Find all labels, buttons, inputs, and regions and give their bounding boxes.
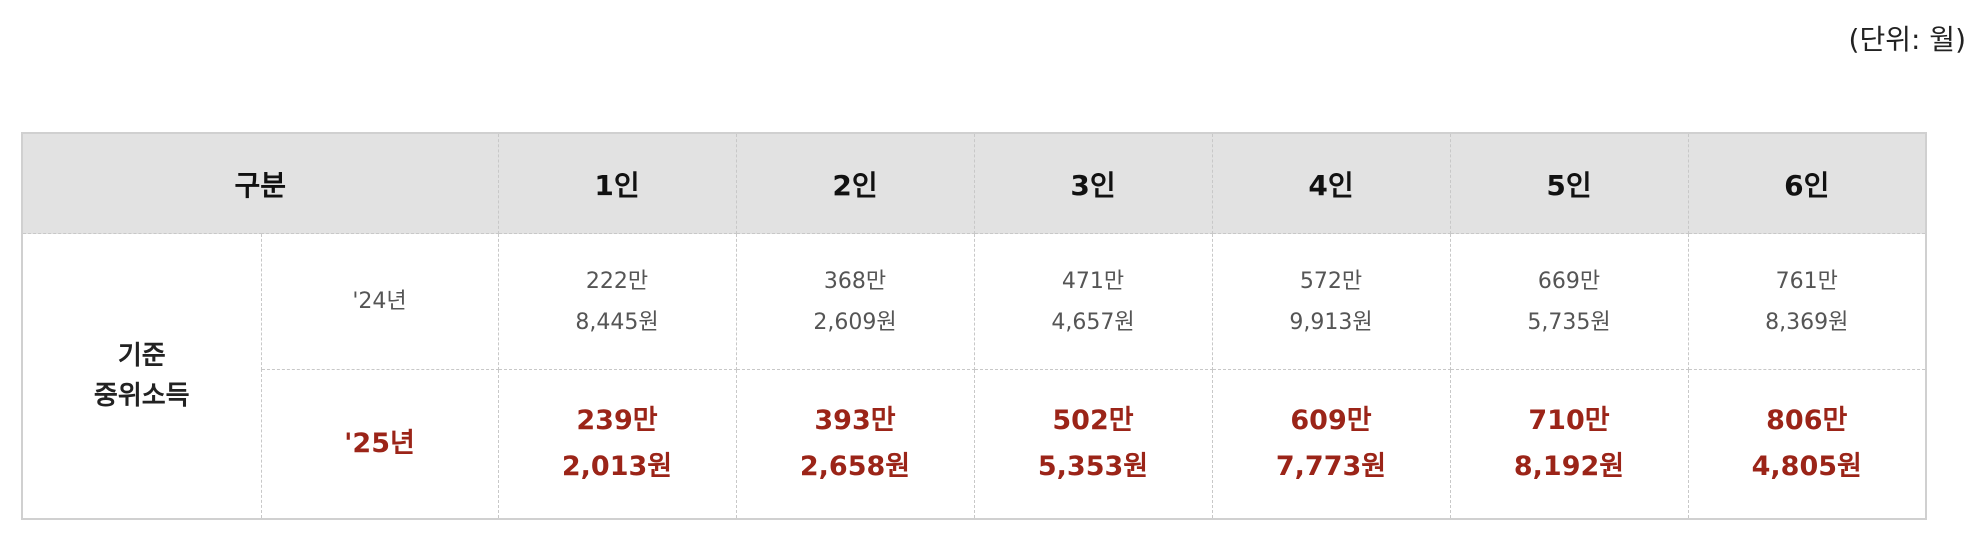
value-man: 393만	[814, 405, 896, 436]
label-line2: 중위소득	[93, 381, 190, 411]
label-line1: 기준	[117, 341, 166, 371]
value-cell: 368만 2,609원	[735, 233, 975, 370]
value-man: 761만	[1775, 268, 1838, 294]
year-cell: '25년	[260, 369, 499, 520]
value-man: 669만	[1537, 268, 1601, 294]
value-won: 8,192원	[1513, 451, 1625, 482]
value-man: 572만	[1299, 268, 1363, 294]
value-cell: 669만 5,735원	[1449, 233, 1689, 370]
value-man: 222만	[585, 268, 649, 294]
value-won: 2,658원	[799, 451, 911, 482]
value-won: 8,445원	[575, 309, 659, 335]
header-col: 1인	[497, 132, 737, 234]
header-col: 4인	[1211, 132, 1451, 234]
value-won: 4,805원	[1751, 451, 1862, 482]
value-cell: 761만 8,369원	[1687, 233, 1927, 370]
value-won: 5,353원	[1037, 451, 1149, 482]
value-cell: 222만 8,445원	[497, 233, 737, 370]
median-income-table: 구분 1인 2인 3인 4인 5인 6인 기준 중위소득 '24년 222만 8,445…	[21, 132, 1927, 520]
value-cell: 471만 4,657원	[973, 233, 1213, 370]
value-cell: 572만 9,913원	[1211, 233, 1451, 370]
value-won: 5,735원	[1527, 309, 1611, 335]
header-col: 3인	[973, 132, 1213, 234]
header-col: 2인	[735, 132, 975, 234]
value-won: 7,773원	[1275, 451, 1387, 482]
value-cell: 710만 8,192원	[1449, 369, 1689, 520]
value-man: 471만	[1061, 268, 1125, 294]
value-man: 806만	[1766, 405, 1848, 436]
unit-label: (단위: 월)	[1848, 23, 1966, 56]
value-cell: 502만 5,353원	[973, 369, 1213, 520]
value-cell: 806만 4,805원	[1687, 369, 1927, 520]
value-man: 502만	[1052, 405, 1134, 436]
value-cell: 239만 2,013원	[497, 369, 737, 520]
value-won: 2,609원	[813, 309, 897, 335]
header-category: 구분	[21, 132, 499, 234]
year-cell: '24년	[260, 233, 499, 370]
value-man: 609만	[1290, 405, 1372, 436]
value-man: 239만	[576, 405, 658, 436]
value-won: 2,013원	[561, 451, 673, 482]
value-won: 8,369원	[1765, 309, 1849, 335]
value-man: 368만	[823, 268, 887, 294]
value-won: 9,913원	[1289, 309, 1373, 335]
value-man: 710만	[1528, 405, 1610, 436]
value-cell: 609만 7,773원	[1211, 369, 1451, 520]
table-row: '25년 239만 2,013원 393만 2,658원 502만 5,353원 609만 7,…	[22, 369, 1927, 520]
header-col: 5인	[1449, 132, 1689, 234]
value-cell: 393만 2,658원	[735, 369, 975, 520]
header-row: 구분 1인 2인 3인 4인 5인 6인	[21, 132, 1927, 234]
table-row: 기준 중위소득 '24년 222만 8,445원 368만 2,609원 471만 4,657원…	[21, 233, 1927, 520]
value-won: 4,657원	[1051, 309, 1135, 335]
header-col: 6인	[1687, 132, 1927, 234]
